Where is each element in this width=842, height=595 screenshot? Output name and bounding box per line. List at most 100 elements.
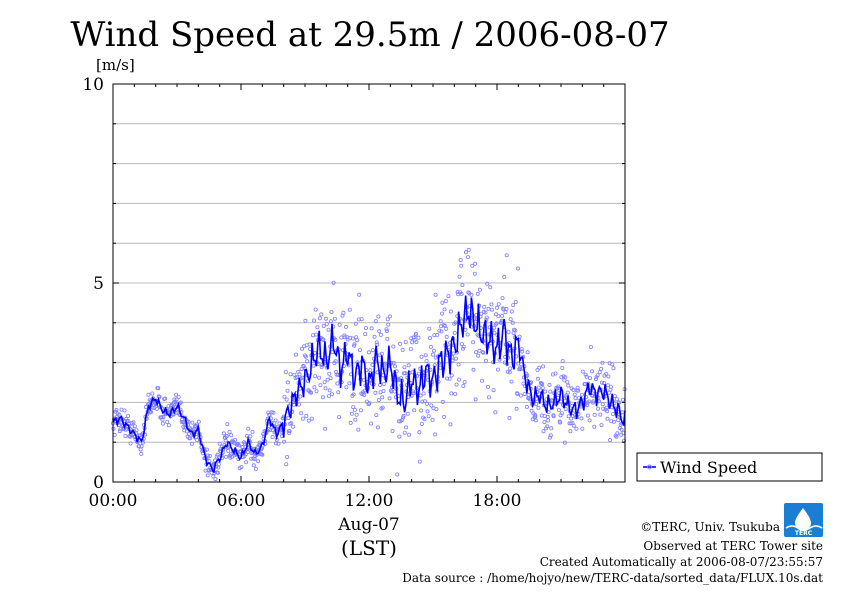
- data-point: [146, 392, 151, 397]
- data-point: [509, 379, 514, 384]
- data-point: [424, 358, 429, 363]
- data-point: [559, 411, 564, 416]
- data-point: [161, 414, 166, 419]
- data-point: [188, 436, 193, 441]
- terc-logo-icon: TERC: [784, 503, 823, 537]
- data-point: [460, 283, 465, 288]
- data-point: [350, 336, 355, 341]
- data-point: [154, 406, 159, 411]
- data-point: [217, 441, 222, 446]
- data-point: [211, 474, 216, 479]
- y-tick-label-0: 0: [93, 473, 104, 493]
- data-point: [353, 417, 358, 422]
- data-point: [282, 439, 287, 444]
- data-point: [357, 292, 362, 297]
- data-point: [508, 317, 513, 322]
- data-point: [605, 416, 610, 421]
- data-point: [473, 397, 478, 402]
- data-point: [229, 433, 234, 438]
- data-point: [583, 372, 588, 377]
- data-point: [391, 344, 396, 349]
- data-point: [542, 420, 547, 425]
- data-point: [430, 352, 435, 357]
- data-point: [594, 377, 599, 382]
- data-point: [134, 428, 139, 433]
- data-point: [285, 388, 290, 393]
- data-point: [463, 250, 468, 255]
- data-point: [522, 392, 527, 397]
- data-point: [546, 418, 551, 423]
- data-point: [196, 419, 201, 424]
- data-point: [321, 337, 326, 342]
- legend-box: [636, 452, 823, 482]
- data-point: [239, 464, 244, 469]
- data-point: [331, 280, 336, 285]
- data-point: [482, 304, 487, 309]
- data-point: [459, 263, 464, 268]
- data-point: [385, 317, 390, 322]
- data-point: [366, 402, 371, 407]
- data-point: [451, 351, 456, 356]
- data-point: [504, 306, 509, 311]
- data-point: [381, 388, 386, 393]
- data-point: [600, 360, 605, 365]
- data-point: [614, 397, 619, 402]
- y-axis-label: [m/s]: [96, 56, 135, 74]
- data-point: [517, 334, 522, 339]
- data-point: [341, 310, 346, 315]
- data-point: [226, 448, 231, 453]
- data-point: [418, 393, 423, 398]
- data-point: [442, 307, 447, 312]
- data-point: [412, 408, 417, 413]
- data-point: [406, 363, 411, 368]
- data-point: [292, 372, 297, 377]
- data-point: [320, 395, 325, 400]
- data-point: [159, 415, 164, 420]
- data-point: [178, 400, 183, 405]
- data-point: [166, 423, 171, 428]
- data-point: [317, 375, 322, 380]
- data-point: [620, 397, 625, 402]
- data-point: [437, 328, 442, 333]
- data-point: [363, 325, 368, 330]
- data-point: [513, 328, 518, 333]
- data-point: [620, 410, 625, 415]
- data-point: [614, 434, 619, 439]
- data-point: [600, 380, 605, 385]
- data-point: [289, 420, 294, 425]
- data-point: [576, 388, 581, 393]
- data-point: [353, 321, 358, 326]
- data-point: [329, 309, 334, 314]
- data-point: [380, 405, 385, 410]
- data-point: [556, 384, 561, 389]
- data-point: [484, 315, 489, 320]
- data-point: [413, 333, 418, 338]
- data-point: [213, 477, 218, 482]
- data-point: [471, 340, 476, 345]
- data-point: [125, 414, 130, 419]
- data-point: [342, 333, 347, 338]
- data-point: [433, 292, 438, 297]
- data-point: [571, 423, 576, 428]
- data-point: [273, 418, 278, 423]
- data-point: [348, 335, 353, 340]
- data-point: [485, 384, 490, 389]
- data-point: [404, 425, 409, 430]
- data-point: [363, 332, 368, 337]
- data-point: [491, 388, 496, 393]
- data-point: [400, 347, 405, 352]
- data-point: [454, 382, 459, 387]
- data-point: [131, 420, 136, 425]
- x-tick-label-0000: 00:00: [89, 491, 138, 511]
- data-point: [543, 389, 548, 394]
- data-point: [307, 342, 312, 347]
- data-point: [506, 329, 511, 334]
- data-point: [321, 323, 326, 328]
- data-point: [396, 419, 401, 424]
- credit-source: Data source : /home/hojyo/new/TERC-data/…: [402, 571, 823, 585]
- data-point: [444, 326, 449, 331]
- data-point: [122, 408, 127, 413]
- data-point: [494, 305, 499, 310]
- data-point: [312, 385, 317, 390]
- data-point: [303, 354, 308, 359]
